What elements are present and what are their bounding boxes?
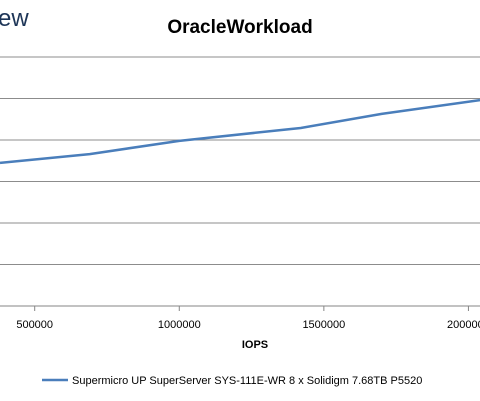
x-tick-label: 2000000 [447,319,480,331]
legend-label: Supermicro UP SuperServer SYS-111E-WR 8 … [72,375,422,387]
logo-text: ew [0,5,29,32]
chart-title: OracleWorkload [167,17,312,38]
x-tick-label: 1000000 [158,319,201,331]
x-tick-label: 500000 [16,319,53,331]
data-line [0,98,480,165]
x-axis-label: IOPS [242,339,268,351]
x-tick-label: 1500000 [302,319,345,331]
